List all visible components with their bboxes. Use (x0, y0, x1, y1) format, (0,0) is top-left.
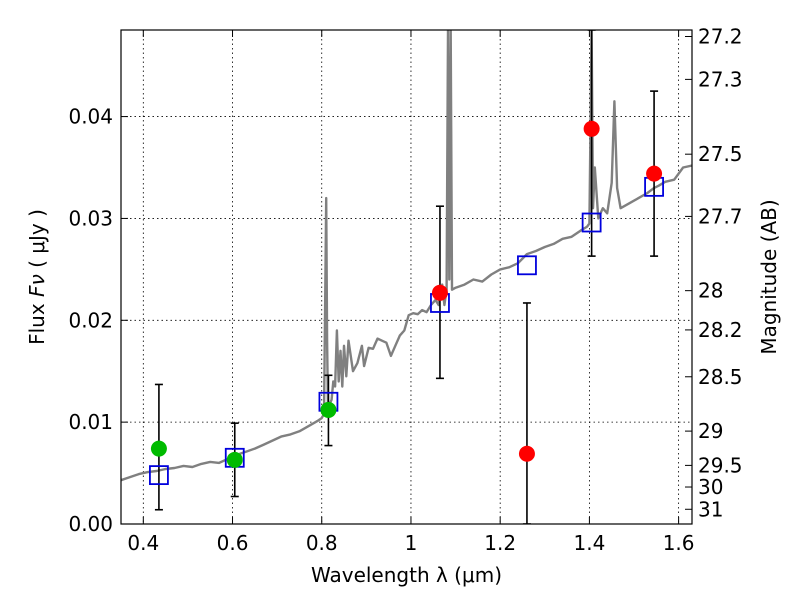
y-tick-label: 0.04 (68, 105, 113, 129)
right-tick-label: 28 (698, 279, 723, 303)
x-tick-label: 1.4 (573, 531, 605, 555)
x-tick-label: 0.6 (217, 531, 249, 555)
right-tick-label: 27.3 (698, 67, 743, 91)
nir-flux-point (431, 284, 448, 301)
model-spectrum-line (121, 30, 692, 482)
model-spectrum-layer (121, 30, 692, 482)
optical-flux-point (150, 440, 167, 457)
right-tick-label: 27.7 (698, 204, 743, 228)
y-axis-label-unit: ( μJy ) (25, 209, 49, 274)
grid (121, 30, 692, 525)
ticks-layer: 0.4 0.6 0.8 1 1.2 1.4 1.6 0.00 0.01 0.02 0.03 0.04 2… (68, 24, 742, 555)
nir-flux-point (646, 165, 663, 182)
right-tick-label: 28.2 (698, 318, 743, 342)
x-tick-label: 0.4 (127, 531, 159, 555)
optical-flux-point (226, 451, 243, 468)
right-tick-label: 28.5 (698, 365, 743, 389)
y-axis-label-symbol: Fν (25, 274, 49, 297)
y-tick-label: 0.01 (68, 410, 113, 434)
y-tick-label: 0.03 (68, 206, 113, 230)
right-tick-label: 30 (698, 475, 723, 499)
x-tick-label: 1.6 (663, 531, 695, 555)
nir-flux-point (583, 120, 600, 137)
right-tick-label: 31 (698, 497, 723, 521)
x-axis-label: Wavelength λ (μm) (311, 563, 502, 587)
right-tick-label: 29.5 (698, 453, 743, 477)
y-axis-label: Flux Fν ( μJy ) (25, 209, 49, 345)
y-tick-label: 0.00 (68, 512, 113, 536)
x-tick-label: 0.8 (306, 531, 338, 555)
right-axis-label: Magnitude (AB) (757, 199, 781, 354)
model-bandpass-square (149, 465, 169, 486)
y-tick-label: 0.02 (68, 308, 113, 332)
model-bandpass-square (517, 255, 537, 276)
right-tick-label: 29 (698, 419, 723, 443)
x-tick-label: 1.2 (484, 531, 516, 555)
plot-frame (120, 29, 693, 525)
error-bars-layer (154, 30, 659, 524)
x-tick-label: 1 (405, 531, 418, 555)
optical-flux-point (320, 401, 337, 418)
y-axis-label-prefix: Flux (25, 297, 49, 345)
data-points-layer (149, 120, 664, 486)
right-tick-label: 27.2 (698, 24, 743, 48)
nir-flux-point (518, 445, 535, 462)
model-bandpass-square (581, 212, 602, 233)
right-tick-label: 27.5 (698, 142, 743, 166)
